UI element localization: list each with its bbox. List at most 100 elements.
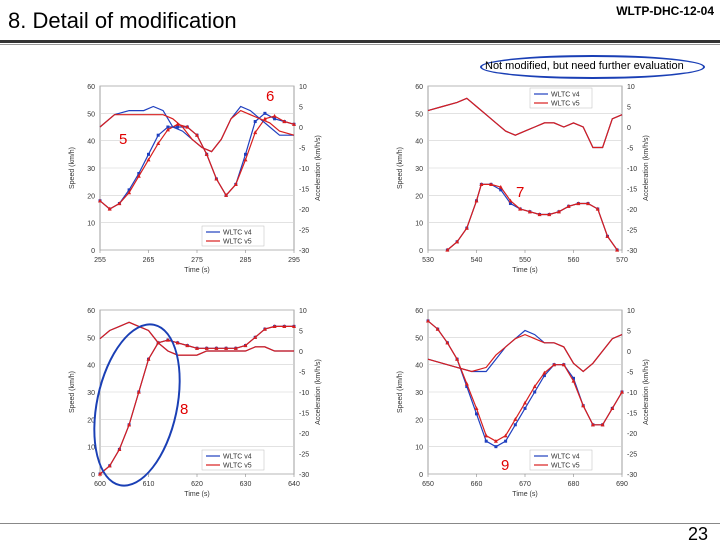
data-point (518, 206, 523, 211)
y-tick-label: 10 (415, 221, 423, 228)
data-point (253, 120, 257, 124)
data-point (571, 378, 576, 383)
data-point (572, 376, 575, 380)
legend-label: WLTC v5 (223, 463, 252, 470)
legend-label: WLTC v4 (551, 454, 580, 461)
y-tick-label: 50 (87, 111, 95, 118)
y-tick-label: 20 (87, 193, 95, 200)
x-tick-label: 670 (519, 481, 531, 488)
x-tick-label: 630 (240, 481, 252, 488)
data-point (508, 202, 512, 206)
y2-axis-label: Acceleration (km/h/s) (643, 359, 650, 425)
data-point (556, 209, 561, 214)
data-point (156, 141, 161, 145)
y-tick-label: 30 (415, 166, 423, 173)
mark-8: 8 (180, 401, 189, 418)
data-point (292, 122, 296, 126)
data-point (445, 247, 450, 252)
mark-9: 9 (501, 457, 510, 474)
series-line (427, 333, 623, 373)
y-tick-label: 10 (87, 221, 95, 228)
data-point (282, 119, 287, 124)
data-point (426, 318, 430, 323)
note-text: Not modified, but need further evaluatio… (485, 60, 684, 72)
x-tick-label: 275 (191, 257, 203, 264)
y2-axis-label: Acceleration (km/h/s) (315, 135, 322, 201)
data-point (233, 182, 238, 186)
data-point (292, 324, 296, 328)
data-point (165, 127, 170, 132)
data-point (542, 374, 546, 378)
legend-label: WLTC v5 (223, 239, 252, 246)
data-point (455, 357, 460, 361)
y-tick-label: 50 (415, 111, 423, 118)
data-point (146, 157, 151, 162)
data-point (445, 340, 450, 345)
data-point (117, 201, 122, 206)
data-point (282, 324, 287, 328)
series-line (99, 321, 294, 356)
data-point (214, 176, 219, 181)
footer-rule (0, 523, 720, 524)
data-point (537, 212, 542, 217)
data-point (107, 463, 112, 468)
data-point (566, 204, 571, 208)
y2-tick-label: 0 (299, 125, 303, 132)
note-highlight-oval (480, 55, 705, 79)
y2-tick-label: -5 (627, 146, 633, 153)
y-tick-label: 20 (87, 417, 95, 424)
data-point (523, 406, 527, 410)
data-point (175, 122, 180, 126)
x-tick-label: 560 (568, 257, 580, 264)
data-point (127, 190, 132, 195)
y-tick-label: 50 (415, 335, 423, 342)
y2-tick-label: -10 (627, 390, 637, 397)
data-point (484, 439, 488, 443)
data-point (263, 111, 267, 115)
y-axis-label: Speed (km/h) (397, 147, 404, 189)
data-point (273, 117, 277, 121)
legend-label: WLTC v5 (551, 101, 580, 108)
y2-tick-label: -15 (627, 187, 637, 194)
data-point (547, 212, 552, 217)
data-point (435, 326, 440, 331)
y2-tick-label: 10 (299, 84, 307, 91)
y2-tick-label: -10 (299, 166, 309, 173)
data-point (489, 182, 494, 186)
legend: WLTC v4 WLTC v5 (529, 87, 593, 109)
y2-tick-label: 5 (627, 105, 631, 112)
y-tick-label: 10 (87, 445, 95, 452)
y2-tick-label: -20 (299, 431, 309, 438)
y2-tick-label: -30 (299, 248, 309, 255)
x-tick-label: 690 (616, 481, 628, 488)
data-point (185, 124, 190, 129)
data-point (224, 346, 229, 350)
x-axis-label: Time (s) (512, 267, 537, 274)
data-point (146, 357, 151, 361)
data-point (272, 113, 277, 118)
data-point (98, 471, 102, 476)
slide-title: 8. Detail of modification (8, 8, 237, 33)
y2-tick-label: 5 (627, 329, 631, 336)
data-point (504, 439, 508, 443)
x-axis-label: Time (s) (512, 491, 537, 498)
legend-label: WLTC v5 (551, 463, 580, 470)
data-point (166, 125, 170, 129)
data-point (262, 116, 267, 121)
data-point (214, 346, 219, 350)
y2-tick-label: 0 (627, 349, 631, 356)
page-number: 23 (688, 524, 709, 544)
data-point (127, 188, 131, 192)
chart-bottom-left: 0 10 20 30 40 50 60 -30 -25 -20 -15 -10 -5 0 5 10 600 610… (69, 308, 322, 498)
x-axis-label: Time (s) (184, 491, 209, 498)
x-tick-label: 610 (143, 481, 155, 488)
data-point (552, 362, 557, 367)
data-point (498, 184, 503, 189)
data-point (503, 433, 508, 438)
mark-5: 5 (119, 131, 128, 148)
data-point (475, 412, 478, 416)
x-tick-label: 530 (422, 257, 434, 264)
data-point (253, 130, 258, 135)
y-tick-label: 50 (87, 335, 95, 342)
y-axis-label: Speed (km/h) (69, 371, 76, 413)
